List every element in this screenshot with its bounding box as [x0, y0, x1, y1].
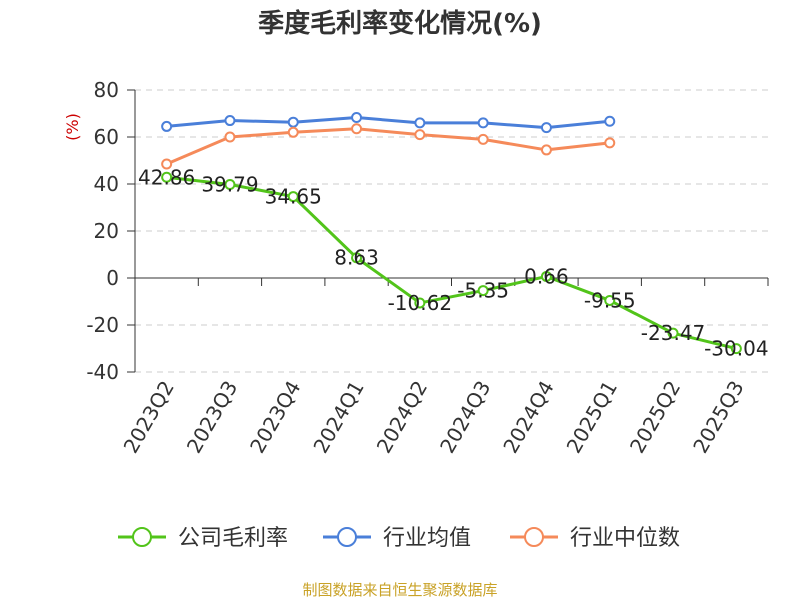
series-2-point-5	[477, 133, 489, 145]
series-layer	[161, 111, 742, 355]
x-tick-label-7: 2025Q1	[562, 377, 622, 458]
series-1-point-5	[477, 117, 489, 129]
y-axis-label: (%)	[63, 113, 82, 141]
data-label-1: 39.79	[201, 172, 258, 196]
series-2-point-2	[287, 126, 299, 138]
series-0-point-2	[287, 191, 299, 203]
legend-marker-0	[132, 527, 152, 547]
series-1-point-1	[224, 115, 236, 127]
series-0-point-8	[667, 327, 679, 339]
data-label-7: -9.55	[584, 288, 636, 312]
data-label-8: -23.47	[641, 321, 705, 345]
series-2-point-7	[604, 137, 616, 149]
data-labels: 42.86 39.7934.658.63-10.62-5.350.66-9.55-…	[138, 165, 769, 360]
data-label-5: -5.35	[457, 279, 509, 303]
series-line-0	[166, 175, 737, 351]
data-label-0: 42.86	[138, 165, 195, 189]
data-label-9: -30.04	[704, 337, 768, 361]
legend-label-0: 公司毛利率	[178, 526, 288, 551]
series-1-point-7	[604, 115, 616, 127]
series-line-1	[166, 115, 610, 130]
legend-label-1: 行业均值	[383, 526, 471, 551]
data-label-4: -10.62	[388, 291, 452, 315]
y-tick-label-6: -40	[86, 360, 119, 384]
x-tick-label-1: 2023Q3	[182, 377, 242, 458]
x-tick-label-6: 2024Q4	[498, 377, 558, 458]
series-1-point-4	[414, 117, 426, 129]
x-tick-label-5: 2024Q3	[435, 377, 495, 458]
data-label-6: 0.66	[524, 264, 569, 288]
series-2-point-1	[224, 131, 236, 143]
y-tick-label-5: -20	[86, 313, 119, 337]
y-tick-label-3: 20	[94, 219, 119, 243]
legend-marker-2	[524, 527, 544, 547]
series-0-point-9	[730, 343, 742, 355]
series-0-point-5	[477, 285, 489, 297]
legend-label-2: 行业中位数	[570, 526, 680, 551]
series-0-point-3	[351, 252, 363, 264]
series-line-2	[166, 127, 610, 166]
series-1-point-6	[540, 122, 552, 134]
x-tick-label-3: 2024Q1	[308, 377, 368, 458]
series-0-point-0	[161, 171, 173, 183]
y-tick-label-4: 0	[106, 266, 119, 290]
series-0-point-4	[414, 297, 426, 309]
series-2-point-4	[414, 129, 426, 141]
x-tick-label-2: 2023Q4	[245, 377, 305, 458]
legend: 公司毛利率 行业均值 行业中位数	[118, 526, 680, 551]
series-0-point-6	[540, 270, 552, 282]
x-tick-label-9: 2025Q3	[688, 377, 748, 458]
series-0-point-1	[224, 178, 236, 190]
series-1-point-3	[351, 111, 363, 123]
x-tick-label-0: 2023Q2	[119, 377, 179, 458]
series-1-point-2	[287, 116, 299, 128]
y-tick-label-2: 40	[94, 172, 119, 196]
x-tick-label-8: 2025Q2	[625, 377, 685, 458]
y-tick-label-0: 80	[94, 78, 119, 102]
series-1-point-0	[161, 120, 173, 132]
series-2-point-3	[351, 123, 363, 135]
y-tick-label-1: 60	[94, 125, 119, 149]
legend-marker-1	[337, 527, 357, 547]
series-2-point-0	[161, 158, 173, 170]
x-tick-label-4: 2024Q2	[372, 377, 432, 458]
source-note: 制图数据来自恒生聚源数据库	[302, 581, 497, 599]
chart-title: 季度毛利率变化情况(%)	[258, 8, 542, 39]
data-label-2: 34.65	[265, 185, 322, 209]
series-2-point-6	[540, 144, 552, 156]
data-label-3: 8.63	[334, 246, 379, 270]
series-0-point-7	[604, 294, 616, 306]
